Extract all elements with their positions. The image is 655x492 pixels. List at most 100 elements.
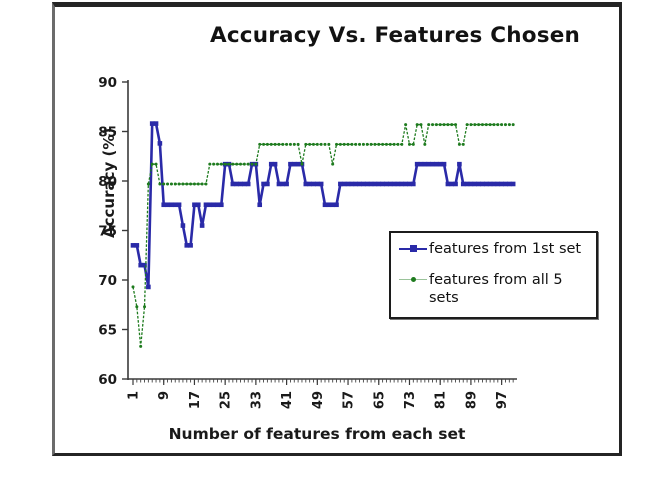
series-marker-dot — [473, 123, 477, 127]
series-marker-dot — [265, 142, 269, 146]
legend-item-all-5-sets: features from all 5 sets — [399, 271, 590, 307]
y-tick-label: 75 — [98, 224, 117, 240]
series-marker-square — [311, 181, 316, 187]
series-marker-square — [338, 181, 343, 187]
series-marker-dot — [373, 142, 377, 146]
series-marker-square — [434, 161, 439, 167]
series-marker-dot — [511, 123, 515, 127]
x-axis-title: Number of features from each set — [168, 425, 466, 443]
series-marker-dot — [477, 123, 481, 127]
series-marker-square — [272, 161, 278, 167]
series-marker-dot — [446, 123, 450, 127]
series-marker-dot — [296, 142, 300, 146]
series-marker-square — [207, 202, 213, 208]
series-marker-square — [242, 181, 247, 187]
series-marker-square — [318, 181, 324, 187]
series-marker-dot — [419, 123, 423, 127]
series-marker-dot — [377, 142, 381, 146]
series-marker-square — [315, 181, 320, 187]
y-tick-label: 70 — [98, 273, 117, 289]
series-marker-dot — [150, 162, 154, 166]
series-marker-dot — [281, 142, 285, 146]
series-marker-square — [480, 181, 485, 187]
series-marker-square — [407, 181, 412, 187]
series-marker-dot — [231, 162, 235, 166]
x-tick-label: 89 — [464, 391, 479, 409]
series-marker-dot — [208, 162, 212, 166]
legend-marker-square-icon — [399, 240, 429, 257]
chart-title: Accuracy Vs. Features Chosen — [210, 23, 580, 48]
series-marker-dot — [442, 123, 446, 127]
series-marker-square — [169, 202, 174, 208]
series-marker-dot — [300, 162, 304, 166]
x-tick-label: 33 — [249, 391, 264, 409]
legend-label-1st-set: features from 1st set — [429, 241, 582, 257]
series-marker-square — [345, 181, 351, 187]
series-marker-dot — [388, 142, 392, 146]
series-marker-dot — [331, 162, 335, 166]
x-tick-label: 57 — [342, 391, 357, 409]
legend-item-1st-set: features from 1st set — [399, 240, 590, 258]
series-marker-dot — [166, 182, 170, 186]
legend-marker-dot-icon — [399, 271, 429, 288]
series-marker-dot — [457, 142, 461, 146]
series-marker-square — [142, 262, 147, 268]
series-marker-dot — [143, 305, 147, 309]
series-marker-square — [280, 181, 286, 187]
series-marker-square — [234, 181, 239, 187]
series-marker-square — [507, 181, 512, 187]
series-marker-dot — [327, 142, 331, 146]
series-marker-square — [295, 161, 301, 167]
series-marker-square — [130, 243, 136, 248]
series-marker-square — [418, 161, 424, 167]
series-marker-square — [430, 161, 435, 167]
series-marker-square — [230, 181, 236, 187]
series-marker-dot — [350, 142, 354, 146]
series-marker-dot — [250, 162, 254, 166]
series-marker-dot — [254, 162, 258, 166]
series-marker-square — [184, 243, 190, 248]
series-marker-dot — [285, 142, 289, 146]
x-tick-label: 49 — [311, 391, 326, 409]
series-marker-dot — [396, 142, 400, 146]
series-marker-dot — [415, 123, 419, 127]
series-marker-dot — [361, 142, 365, 146]
series-marker-dot — [273, 142, 277, 146]
series-marker-square — [261, 181, 266, 187]
series-marker-dot — [454, 123, 458, 127]
series-marker-square — [219, 202, 224, 208]
legend: features from 1st set features from all … — [389, 231, 598, 319]
series-marker-dot — [507, 123, 511, 127]
series-marker-dot — [354, 142, 358, 146]
series-marker-square — [411, 181, 416, 187]
series-marker-dot — [450, 123, 454, 127]
series-marker-dot — [411, 142, 415, 146]
series-marker-square — [326, 202, 332, 208]
series-marker-dot — [492, 123, 496, 127]
series-marker-square — [449, 181, 455, 187]
series-marker-square — [276, 181, 282, 187]
series-marker-dot — [400, 142, 404, 146]
series-marker-dot — [177, 182, 181, 186]
series-marker-square — [192, 202, 197, 208]
series-marker-dot — [503, 123, 507, 127]
series-marker-square — [441, 161, 447, 167]
series-marker-square — [303, 181, 309, 187]
series-marker-dot — [308, 142, 312, 146]
x-tick-label: 81 — [434, 391, 449, 409]
series-marker-dot — [488, 123, 492, 127]
series-marker-square — [291, 161, 297, 167]
series-marker-dot — [338, 142, 342, 146]
series-marker-dot — [461, 142, 465, 146]
series-marker-dot — [204, 182, 208, 186]
series-marker-square — [149, 121, 155, 126]
series-marker-dot — [288, 142, 292, 146]
series-marker-square — [391, 181, 397, 187]
series-marker-dot — [162, 182, 166, 186]
series-marker-dot — [219, 162, 223, 166]
x-tick-label: 65 — [372, 391, 387, 409]
series-marker-square — [146, 284, 151, 290]
series-marker-dot — [239, 162, 243, 166]
series-marker-dot — [185, 182, 189, 186]
series-marker-dot — [315, 142, 319, 146]
